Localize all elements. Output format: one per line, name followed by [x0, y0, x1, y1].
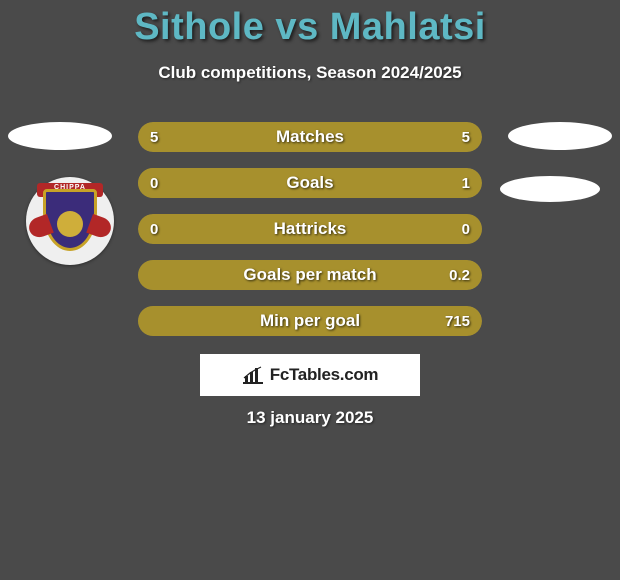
- stat-right-value: 0.2: [449, 267, 470, 284]
- watermark-link[interactable]: FcTables.com: [200, 354, 420, 396]
- stat-right-value: 1: [462, 175, 470, 192]
- crest-graphic: CHIPPA: [35, 183, 105, 259]
- stat-label: Hattricks: [138, 219, 482, 239]
- left-marker-ellipse: [8, 122, 112, 150]
- stat-label: Goals: [138, 173, 482, 193]
- stat-right-value: 0: [462, 221, 470, 238]
- right-marker-ellipse-2: [500, 176, 600, 202]
- stat-row: Hattricks0 0: [138, 214, 482, 244]
- club-crest: CHIPPA: [26, 177, 114, 265]
- stat-row: Min per goal715: [138, 306, 482, 336]
- date-text: 13 january 2025: [0, 408, 620, 428]
- page-title: Sithole vs Mahlatsi: [0, 0, 620, 49]
- infographic-container: Sithole vs Mahlatsi Club competitions, S…: [0, 0, 620, 580]
- stat-label: Min per goal: [138, 311, 482, 331]
- stat-left-value: 0: [150, 175, 158, 192]
- stat-label: Goals per match: [138, 265, 482, 285]
- stat-right-value: 5: [462, 129, 470, 146]
- subtitle: Club competitions, Season 2024/2025: [0, 63, 620, 83]
- stat-label: Matches: [138, 127, 482, 147]
- stat-row: Matches5 5: [138, 122, 482, 152]
- stat-row: Goals0 1: [138, 168, 482, 198]
- stat-row: Goals per match0.2: [138, 260, 482, 290]
- bar-chart-icon: [242, 366, 264, 384]
- watermark-text: FcTables.com: [270, 365, 379, 385]
- stat-right-value: 715: [445, 313, 470, 330]
- stat-left-value: 5: [150, 129, 158, 146]
- crest-ball: [57, 211, 83, 237]
- stats-section: Matches55Goals01Hattricks00Goals per mat…: [138, 122, 482, 352]
- right-marker-ellipse-1: [508, 122, 612, 150]
- stat-left-value: 0: [150, 221, 158, 238]
